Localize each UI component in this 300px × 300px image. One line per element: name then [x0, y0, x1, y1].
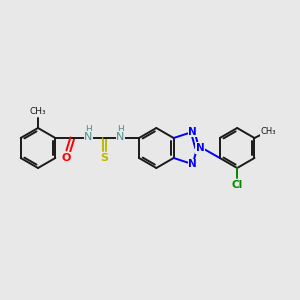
Text: CH₃: CH₃ [30, 107, 46, 116]
Text: H: H [117, 125, 124, 134]
Text: S: S [100, 153, 108, 163]
Text: N: N [188, 159, 197, 169]
Text: Cl: Cl [232, 180, 243, 190]
Text: N: N [196, 143, 205, 153]
Text: O: O [61, 153, 71, 163]
Text: N: N [116, 132, 124, 142]
Text: CH₃: CH₃ [261, 128, 276, 136]
Text: H: H [85, 125, 92, 134]
Text: N: N [188, 127, 197, 137]
Text: N: N [84, 132, 92, 142]
